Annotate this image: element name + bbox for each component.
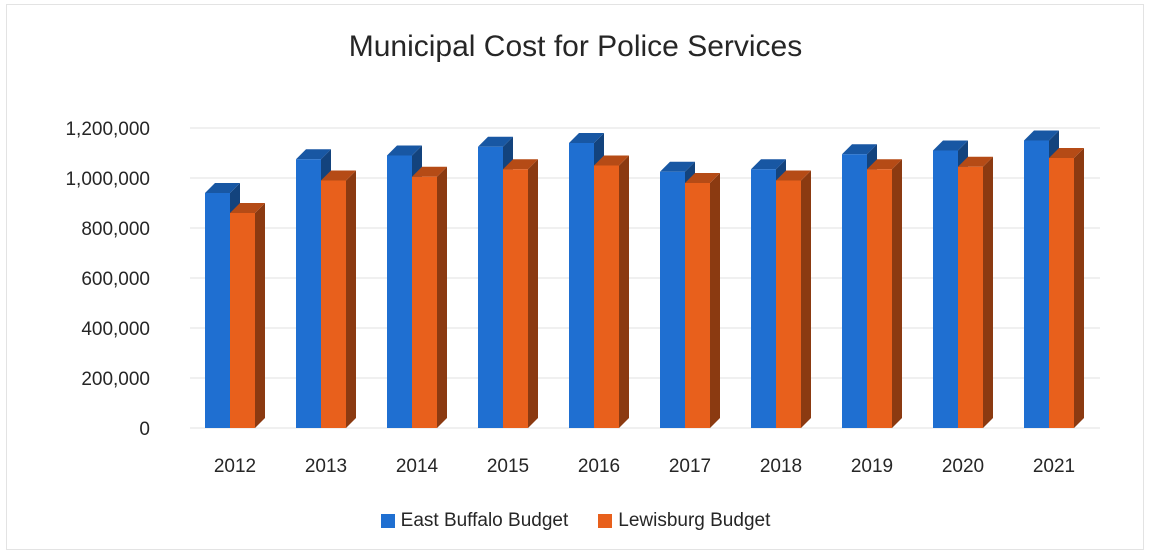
bar bbox=[321, 180, 346, 428]
y-tick-label: 400,000 bbox=[81, 319, 150, 340]
bar-side bbox=[983, 156, 993, 428]
bar bbox=[660, 171, 685, 428]
legend-swatch-east-buffalo bbox=[380, 514, 395, 528]
legend-label-east-buffalo: East Buffalo Budget bbox=[400, 510, 569, 531]
bar bbox=[387, 155, 412, 428]
bar-top bbox=[660, 161, 695, 172]
bar-top bbox=[1049, 148, 1084, 158]
bar-side bbox=[1074, 148, 1084, 428]
x-tick-label: 2018 bbox=[760, 456, 802, 477]
bar bbox=[205, 193, 230, 428]
bar-side bbox=[892, 159, 902, 428]
y-tick-label: 0 bbox=[139, 419, 150, 440]
bar-top bbox=[412, 166, 447, 177]
bar bbox=[933, 150, 958, 428]
bar-top bbox=[958, 156, 993, 167]
legend-swatch-lewisburg bbox=[598, 514, 613, 528]
bar bbox=[685, 183, 710, 428]
legend: East Buffalo Budget Lewisburg Budget bbox=[0, 510, 1151, 532]
bar-top bbox=[1024, 130, 1059, 141]
legend-item-lewisburg: Lewisburg Budget bbox=[598, 510, 770, 532]
bar-side bbox=[437, 166, 447, 428]
bar-side bbox=[801, 170, 811, 428]
bar-side bbox=[255, 203, 265, 428]
bar-top bbox=[842, 144, 877, 155]
y-tick-label: 800,000 bbox=[81, 219, 150, 240]
y-tick-label: 1,000,000 bbox=[65, 169, 150, 190]
legend-label-lewisburg: Lewisburg Budget bbox=[618, 510, 771, 531]
bar bbox=[569, 143, 594, 428]
bar bbox=[478, 146, 503, 428]
x-tick-label: 2016 bbox=[578, 456, 620, 477]
bar-top bbox=[933, 140, 968, 151]
bar bbox=[958, 166, 983, 428]
bar bbox=[1024, 140, 1049, 428]
bar bbox=[867, 169, 892, 428]
x-tick-label: 2012 bbox=[214, 456, 256, 477]
bar bbox=[412, 176, 437, 428]
x-tick-label: 2021 bbox=[1033, 456, 1075, 477]
x-tick-label: 2014 bbox=[396, 456, 439, 477]
x-tick-label: 2019 bbox=[851, 456, 893, 477]
bar-top bbox=[594, 155, 629, 166]
bar-top bbox=[751, 159, 786, 170]
y-tick-label: 600,000 bbox=[81, 269, 150, 290]
bar-top bbox=[230, 203, 265, 213]
y-tick-label: 200,000 bbox=[81, 369, 150, 390]
bar-top bbox=[478, 136, 513, 147]
x-tick-label: 2020 bbox=[942, 456, 984, 477]
x-tick-label: 2017 bbox=[669, 456, 711, 477]
bar-top bbox=[867, 159, 902, 170]
bar-side bbox=[528, 159, 538, 428]
y-tick-label: 1,200,000 bbox=[65, 119, 150, 140]
bar bbox=[296, 159, 321, 428]
bar-top bbox=[205, 183, 240, 193]
x-tick-label: 2015 bbox=[487, 456, 529, 477]
bar-top bbox=[387, 145, 422, 156]
bar-top bbox=[296, 149, 331, 160]
chart-frame bbox=[6, 4, 1144, 550]
bar-top bbox=[503, 159, 538, 170]
chart-title: Municipal Cost for Police Services bbox=[348, 30, 803, 63]
legend-item-east-buffalo: East Buffalo Budget bbox=[380, 510, 569, 532]
bar bbox=[594, 165, 619, 428]
bar-top bbox=[685, 173, 720, 183]
bar-top bbox=[569, 133, 604, 143]
bar bbox=[776, 180, 801, 428]
bar-side bbox=[710, 173, 720, 428]
bar bbox=[1049, 158, 1074, 428]
bar-side bbox=[346, 170, 356, 428]
bar bbox=[230, 213, 255, 428]
bar bbox=[842, 154, 867, 428]
bar-top bbox=[321, 170, 356, 181]
bar bbox=[503, 169, 528, 428]
x-tick-label: 2013 bbox=[305, 456, 347, 477]
bar-top bbox=[776, 170, 811, 181]
bar bbox=[751, 169, 776, 428]
bar-side bbox=[619, 155, 629, 428]
